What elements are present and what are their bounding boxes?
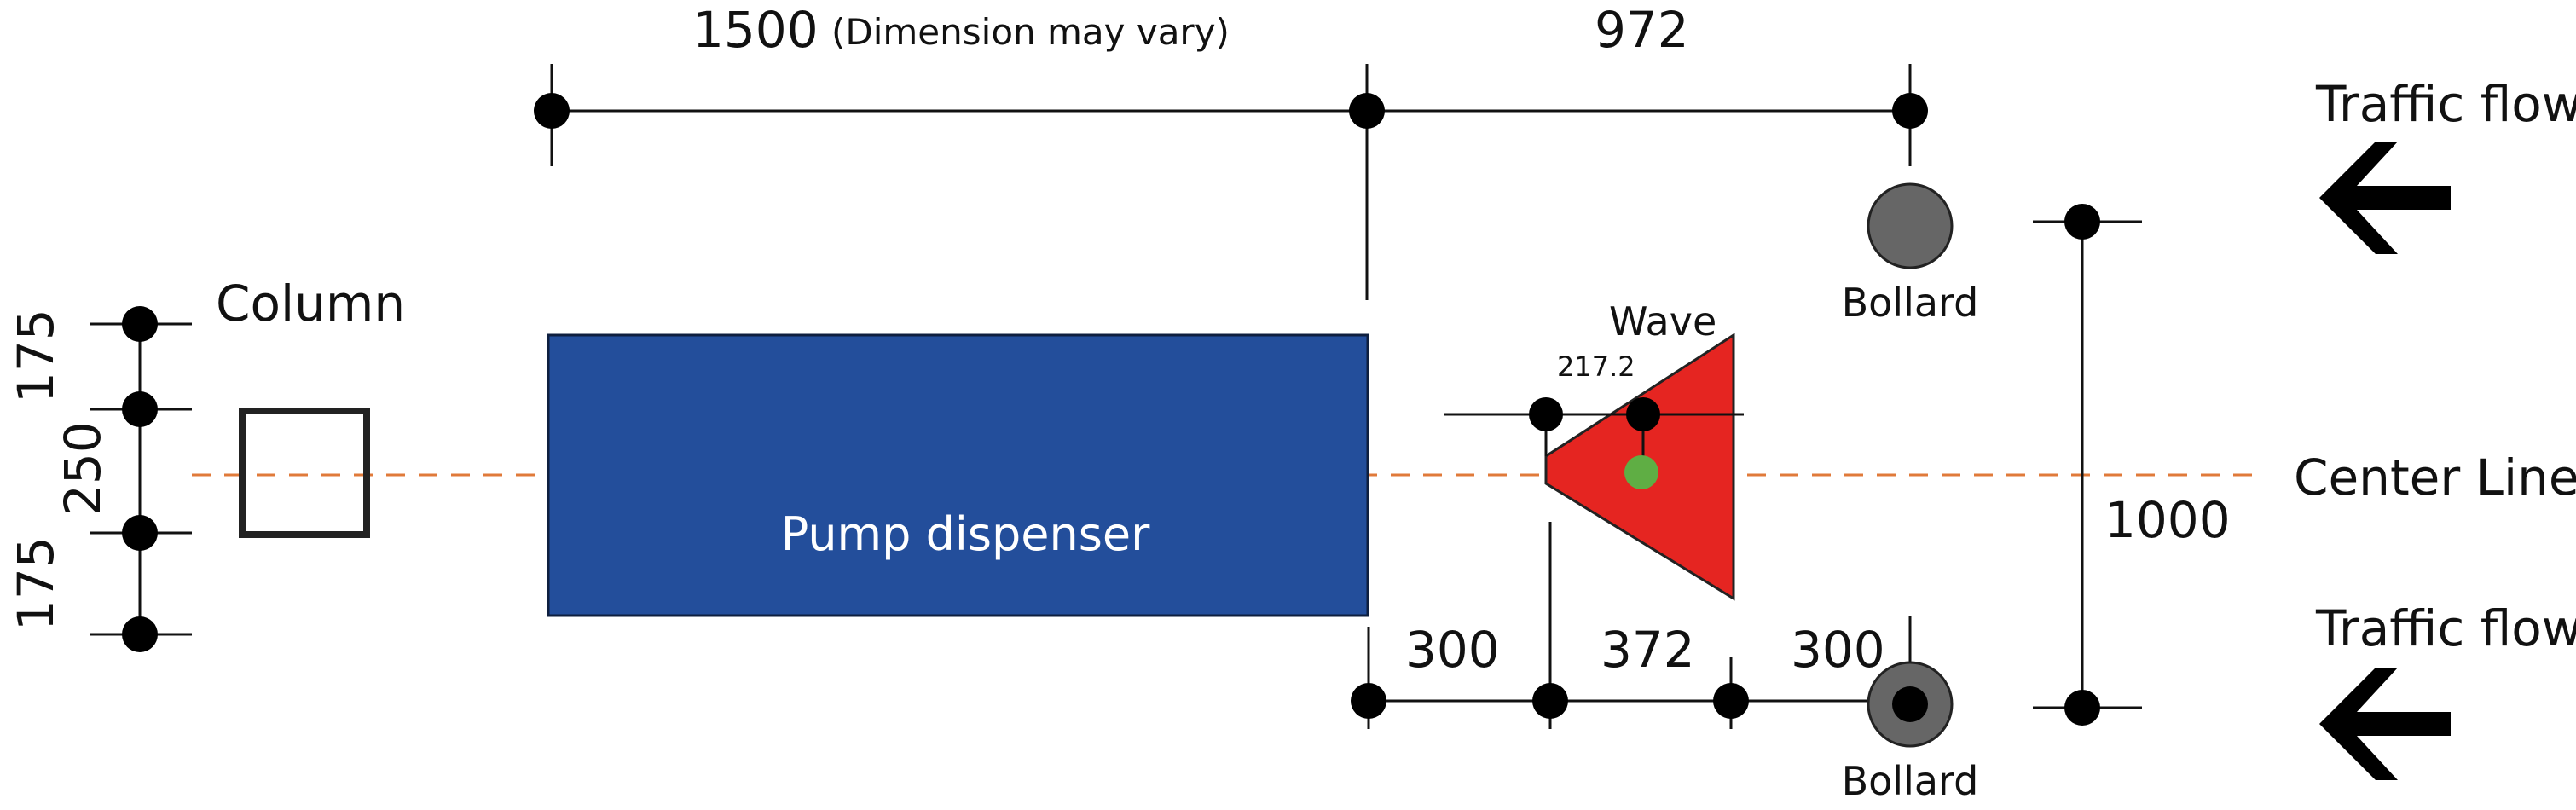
top-dimension: 1500 (Dimension may vary) 972 — [534, 1, 1928, 300]
pump-dispenser-label: Pump dispenser — [781, 507, 1150, 561]
traffic-flow-bottom-label: Traffic flow — [2315, 599, 2576, 657]
arrow-left-icon — [2319, 142, 2451, 254]
column-square — [239, 408, 370, 538]
bottom-dimension-3: 300 — [1791, 621, 1885, 679]
traffic-flow-bottom: Traffic flow — [2315, 599, 2576, 780]
arrow-left-icon — [2319, 668, 2451, 780]
top-right-dimension: 972 — [1595, 1, 1689, 59]
center-line-label: Center Line — [2294, 448, 2576, 506]
top-left-dimension: 1500 — [692, 1, 819, 59]
column-label: Column — [216, 275, 405, 333]
bollard-bottom: Bollard — [1842, 661, 1979, 804]
bollard-top-circle — [1867, 182, 1954, 269]
bollard-bottom-label: Bollard — [1842, 758, 1979, 804]
left-middle-dimension: 250 — [54, 421, 112, 516]
right-height-dimension: 1000 — [2104, 491, 2231, 549]
right-dimension: 1000 — [2033, 204, 2231, 726]
wave-center-marker — [1624, 455, 1658, 489]
left-bottom-dimension: 175 — [7, 536, 65, 631]
wave-offset-dimension: 217.2 — [1557, 350, 1635, 383]
traffic-flow-top: Traffic flow — [2315, 75, 2576, 254]
bollard-top-label: Bollard — [1842, 280, 1979, 326]
traffic-flow-top-label: Traffic flow — [2315, 75, 2576, 133]
bottom-dimension: 300 372 300 — [1351, 522, 1912, 729]
wave-label: Wave — [1609, 298, 1716, 344]
bottom-dimension-1: 300 — [1405, 621, 1500, 679]
bollard-top: Bollard — [1842, 182, 1979, 326]
top-left-dimension-note: (Dimension may vary) — [831, 11, 1230, 53]
left-top-dimension: 175 — [7, 309, 65, 403]
wave-group: Wave 217.2 — [1444, 298, 1744, 601]
pump-dispenser — [547, 333, 1369, 617]
bottom-dimension-2: 372 — [1601, 621, 1695, 679]
left-dimension: 175 250 175 — [7, 306, 192, 652]
